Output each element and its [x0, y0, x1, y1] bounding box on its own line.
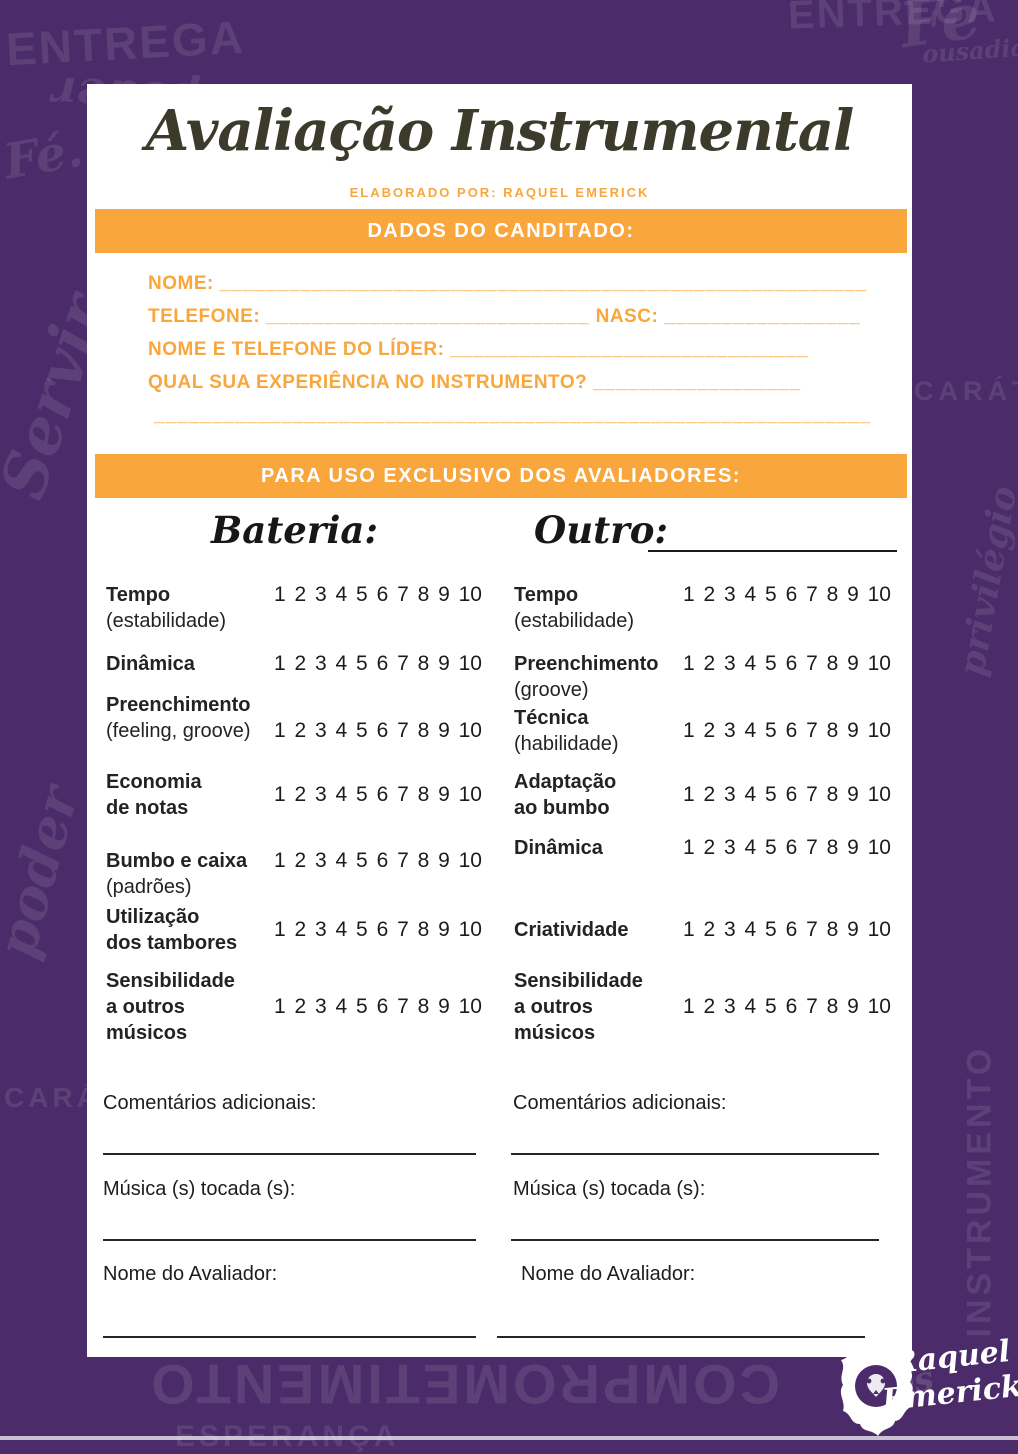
- watermark-word: COMPROMETIMENTO: [148, 1353, 780, 1416]
- criterion-label: Sensibilidade a outros músicos: [514, 970, 643, 1044]
- nome-blank-line[interactable]: ________________________________________…: [219, 273, 868, 294]
- column-heading-bateria: Bateria:: [210, 508, 379, 552]
- rating-scale[interactable]: 1 2 3 4 5 6 7 8 9 10: [683, 583, 891, 606]
- rating-scale[interactable]: 1 2 3 4 5 6 7 8 9 10: [683, 836, 891, 859]
- criterion-label: Utilização dos tambores: [106, 906, 238, 954]
- rating-row: Preenchimento (feeling, groove) 1 2 3 4 …: [106, 692, 492, 744]
- criterion-label: Bumbo e caixa (padrões): [106, 850, 248, 898]
- watermark-word: privilégio: [950, 482, 1018, 680]
- watermark-word: INSTRUMENTO: [960, 1044, 999, 1338]
- rating-scale[interactable]: 1 2 3 4 5 6 7 8 9 10: [683, 783, 891, 806]
- telefone-blank-line[interactable]: ____________________________: [265, 306, 590, 327]
- lider-label: NOME E TELEFONE DO LÍDER:: [148, 339, 445, 360]
- evaluator-name-blank-line[interactable]: [103, 1336, 476, 1338]
- rating-row: Tempo (estabilidade) 1 2 3 4 5 6 7 8 9 1…: [106, 582, 492, 634]
- criterion-label: Economia de notas: [106, 771, 202, 819]
- rating-row: Criatividade 1 2 3 4 5 6 7 8 9 10: [514, 917, 900, 943]
- experiencia-extra-line[interactable]: ________________________________________…: [154, 405, 872, 426]
- watermark-word: poder: [0, 779, 91, 965]
- criterion-label: Tempo (estabilidade): [106, 584, 227, 632]
- criterion-label: Adaptação ao bumbo: [514, 771, 617, 819]
- rating-row: Sensibilidade a outros músicos 1 2 3 4 5…: [106, 968, 492, 1046]
- page-title: Avaliação Instrumental: [145, 98, 855, 164]
- watermark-word: ENTREGA: [4, 10, 247, 76]
- lider-blank-line[interactable]: _______________________________: [450, 339, 809, 360]
- evaluator-name-blank-line[interactable]: [497, 1336, 865, 1338]
- songs-label: Música (s) tocada (s):: [513, 1178, 706, 1200]
- evaluator-section-banner: PARA USO EXCLUSIVO DOS AVALIADORES:: [95, 454, 907, 498]
- raquel-emerick-logo: Raquel Emerick: [830, 1322, 1018, 1440]
- watermark-word: Fé.: [0, 121, 87, 191]
- watermark-word: CARÁTER: [914, 376, 1018, 406]
- rating-scale[interactable]: 1 2 3 4 5 6 7 8 9 10: [274, 652, 482, 675]
- rating-row: Utilização dos tambores 1 2 3 4 5 6 7 8 …: [106, 904, 492, 956]
- watermark-word: ousadia: [921, 32, 1018, 69]
- experiencia-label: QUAL SUA EXPERIÊNCIA NO INSTRUMENTO?: [148, 372, 588, 393]
- rating-scale[interactable]: 1 2 3 4 5 6 7 8 9 10: [274, 719, 482, 742]
- criterion-label: Criatividade: [514, 919, 629, 941]
- form-card: Avaliação Instrumental ELABORADO POR: RA…: [87, 84, 912, 1357]
- rating-scale[interactable]: 1 2 3 4 5 6 7 8 9 10: [683, 995, 891, 1018]
- rating-row: Sensibilidade a outros músicos 1 2 3 4 5…: [514, 968, 900, 1046]
- page-bottom-edge: [0, 1436, 1018, 1440]
- rating-scale[interactable]: 1 2 3 4 5 6 7 8 9 10: [683, 719, 891, 742]
- criterion-label: Preenchimento (groove): [514, 653, 659, 701]
- column-heading-outro: Outro:: [534, 508, 669, 552]
- rating-scale[interactable]: 1 2 3 4 5 6 7 8 9 10: [683, 652, 891, 675]
- experiencia-blank-line[interactable]: __________________: [592, 372, 802, 393]
- comments-blank-line[interactable]: [103, 1153, 476, 1155]
- rating-row: Bumbo e caixa (padrões) 1 2 3 4 5 6 7 8 …: [106, 848, 492, 900]
- page-subtitle: ELABORADO POR: RAQUEL EMERICK: [349, 185, 650, 200]
- songs-blank-line[interactable]: [103, 1239, 476, 1241]
- telefone-label: TELEFONE:: [148, 306, 261, 327]
- criterion-label: Sensibilidade a outros músicos: [106, 970, 235, 1044]
- rating-row: Técnica (habilidade) 1 2 3 4 5 6 7 8 9 1…: [514, 705, 900, 757]
- nasc-label: NASC:: [595, 306, 659, 327]
- rating-scale[interactable]: 1 2 3 4 5 6 7 8 9 10: [274, 918, 482, 941]
- songs-label: Música (s) tocada (s):: [103, 1178, 296, 1200]
- criterion-label: Preenchimento (feeling, groove): [106, 694, 251, 742]
- rating-scale[interactable]: 1 2 3 4 5 6 7 8 9 10: [274, 995, 482, 1018]
- evaluator-name-label: Nome do Avaliador:: [103, 1263, 278, 1285]
- rating-row: Adaptação ao bumbo 1 2 3 4 5 6 7 8 9 10: [514, 769, 900, 821]
- rating-row: Dinâmica 1 2 3 4 5 6 7 8 9 10: [514, 835, 900, 861]
- field-row-lider: NOME E TELEFONE DO LÍDER: ______________…: [148, 333, 872, 366]
- rating-scale[interactable]: 1 2 3 4 5 6 7 8 9 10: [274, 783, 482, 806]
- comments-blank-line[interactable]: [511, 1153, 879, 1155]
- experiencia-extra-line[interactable]: ________________________________________…: [154, 438, 872, 459]
- rating-row: Tempo (estabilidade) 1 2 3 4 5 6 7 8 9 1…: [514, 582, 900, 634]
- field-row-telefone-nasc: TELEFONE: ____________________________ N…: [148, 300, 872, 333]
- evaluator-name-label: Nome do Avaliador:: [521, 1263, 696, 1285]
- outro-blank-line[interactable]: [648, 550, 897, 552]
- rating-row: Preenchimento (groove) 1 2 3 4 5 6 7 8 9…: [514, 651, 900, 703]
- criterion-label: Dinâmica: [514, 837, 603, 859]
- songs-blank-line[interactable]: [511, 1239, 879, 1241]
- criterion-label: Tempo (estabilidade): [514, 584, 635, 632]
- rating-scale[interactable]: 1 2 3 4 5 6 7 8 9 10: [683, 918, 891, 941]
- criterion-label: Técnica (habilidade): [514, 707, 619, 755]
- rating-scale[interactable]: 1 2 3 4 5 6 7 8 9 10: [274, 583, 482, 606]
- field-row-experiencia: QUAL SUA EXPERIÊNCIA NO INSTRUMENTO? ___…: [148, 366, 872, 399]
- nasc-blank-line[interactable]: _________________: [664, 306, 861, 327]
- comments-label: Comentários adicionais:: [513, 1092, 727, 1114]
- rating-scale[interactable]: 1 2 3 4 5 6 7 8 9 10: [274, 849, 482, 872]
- nome-label: NOME:: [148, 273, 214, 294]
- comments-label: Comentários adicionais:: [103, 1092, 317, 1114]
- criterion-label: Dinâmica: [106, 653, 195, 675]
- rating-row: Dinâmica 1 2 3 4 5 6 7 8 9 10: [106, 651, 492, 677]
- candidate-section-banner: DADOS DO CANDITADO:: [95, 209, 907, 253]
- candidate-fields: NOME: __________________________________…: [148, 267, 872, 465]
- rating-row: Economia de notas 1 2 3 4 5 6 7 8 9 10: [106, 769, 492, 821]
- field-row-nome: NOME: __________________________________…: [148, 267, 872, 300]
